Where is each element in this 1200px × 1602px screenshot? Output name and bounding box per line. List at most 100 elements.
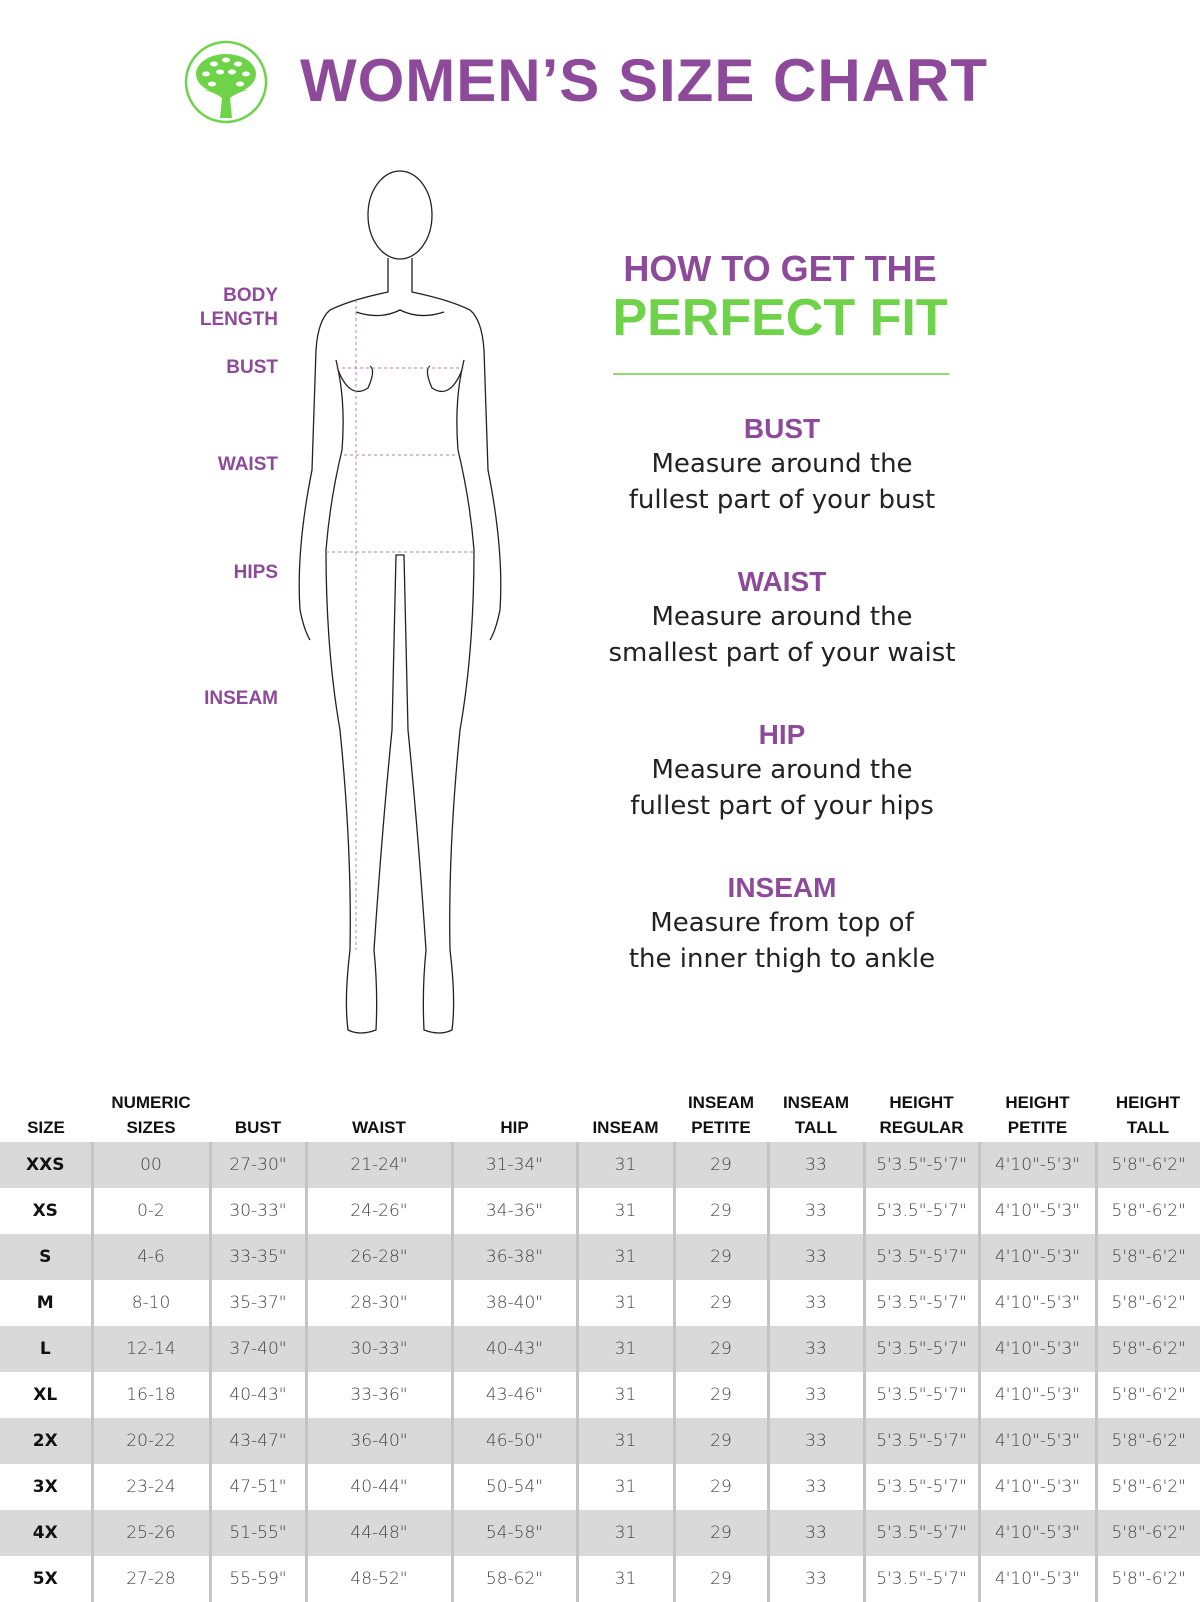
table-cell: 33 xyxy=(766,1510,864,1556)
header-text: PETITE xyxy=(691,1118,751,1137)
table-cell: 2X xyxy=(0,1418,92,1464)
label-bust: BUST xyxy=(226,357,278,378)
table-row: L 12-14 37-40" 30-33" 40-43" 31 29 33 5'3.5"-5'7… xyxy=(0,1326,1200,1372)
table-cell: 5'3.5"-5'7" xyxy=(862,1418,979,1464)
table-cell: 30-33" xyxy=(304,1326,452,1372)
table-cell: 4'10"-5'3" xyxy=(977,1418,1096,1464)
header-text: SIZES xyxy=(126,1118,176,1137)
header-text: REGULAR xyxy=(879,1118,964,1137)
table-cell: 31 xyxy=(575,1326,674,1372)
page-title: WOMEN’S SIZE CHART xyxy=(300,47,988,114)
table-cell: 29 xyxy=(672,1418,768,1464)
table-cell: 23-24 xyxy=(90,1464,210,1510)
table-cell: 34-36" xyxy=(450,1188,577,1234)
table-cell: 48-52" xyxy=(304,1556,452,1602)
table-cell: 30-33" xyxy=(208,1188,306,1234)
table-cell: 21-24" xyxy=(304,1142,452,1188)
table-row: XXS 00 27-30" 21-24" 31-34" 31 29 33 5'3.5"-5'7"… xyxy=(0,1142,1200,1188)
table-cell: XXS xyxy=(0,1142,92,1188)
table-cell: 5'8"-6'2" xyxy=(1094,1372,1200,1418)
tip-title: WAIST xyxy=(737,566,827,597)
header-text: HIP xyxy=(500,1118,529,1137)
table-cell: 5'8"-6'2" xyxy=(1094,1142,1200,1188)
perfect-fit-heading: PERFECT FIT xyxy=(612,289,948,347)
column-header: HEIGHT REGULAR xyxy=(864,1090,979,1142)
column-header: WAIST xyxy=(306,1090,452,1142)
table-cell: 5'3.5"-5'7" xyxy=(862,1188,979,1234)
header-text: HEIGHT xyxy=(1115,1093,1181,1112)
tip-title: HIP xyxy=(758,719,806,750)
tip-hip: HIP Measure around the fullest part of y… xyxy=(582,718,982,824)
table-cell: 33 xyxy=(766,1556,864,1602)
table-cell: 4'10"-5'3" xyxy=(977,1464,1096,1510)
table-cell: 4'10"-5'3" xyxy=(977,1142,1096,1188)
table-cell: 46-50" xyxy=(450,1418,577,1464)
tip-text: Measure around the xyxy=(651,602,913,632)
table-cell: 33 xyxy=(766,1142,864,1188)
table-cell: XL xyxy=(33,1385,58,1405)
column-header: INSEAM PETITE xyxy=(674,1090,768,1142)
table-cell: 31 xyxy=(575,1418,674,1464)
tip-text: fullest part of your bust xyxy=(628,485,936,515)
table-cell: 0-2 xyxy=(90,1188,210,1234)
header-text: INSEAM xyxy=(687,1093,755,1112)
table-cell: 20-22 xyxy=(90,1418,210,1464)
column-header: HEIGHT TALL xyxy=(1096,1090,1200,1142)
column-header: HEIGHT PETITE xyxy=(979,1090,1096,1142)
table-cell: 5'3.5"-5'7" xyxy=(862,1142,979,1188)
label-hips: HIPS xyxy=(233,562,278,583)
table-cell: 5'8"-6'2" xyxy=(1094,1326,1200,1372)
table-cell: 29 xyxy=(672,1372,768,1418)
table-cell: 31 xyxy=(575,1510,674,1556)
table-cell: 33 xyxy=(766,1326,864,1372)
tip-text: Measure around the xyxy=(651,449,913,479)
table-cell: 29 xyxy=(672,1556,768,1602)
table-cell: 25-26 xyxy=(90,1510,210,1556)
label-inseam: INSEAM xyxy=(204,688,278,709)
tip-title: BUST xyxy=(743,413,821,444)
table-cell: 8-10 xyxy=(90,1280,210,1326)
table-cell: 5'8"-6'2" xyxy=(1094,1510,1200,1556)
table-cell: 33 xyxy=(766,1280,864,1326)
table-cell: 31 xyxy=(575,1280,674,1326)
table-cell: 40-43" xyxy=(450,1326,577,1372)
table-cell: 29 xyxy=(672,1188,768,1234)
tip-bust: BUST Measure around the fullest part of … xyxy=(582,412,982,518)
table-cell: 35-37" xyxy=(208,1280,306,1326)
table-cell: 4-6 xyxy=(90,1234,210,1280)
table-cell: 5'8"-6'2" xyxy=(1094,1280,1200,1326)
header-text: INSEAM xyxy=(592,1118,659,1137)
table-row: 3X 23-24 47-51" 40-44" 50-54" 31 29 33 5'3.5"-5'… xyxy=(0,1464,1200,1510)
table-cell: 58-62" xyxy=(450,1556,577,1602)
table-row: 5X 27-28 55-59" 48-52" 58-62" 31 29 33 5'3.5"-5'… xyxy=(0,1556,1200,1602)
table-cell: M xyxy=(36,1293,54,1313)
table-cell: 31 xyxy=(575,1142,674,1188)
tip-text: Measure from top of xyxy=(650,908,914,938)
table-cell: 27-28 xyxy=(90,1556,210,1602)
table-row: M 8-10 35-37" 28-30" 38-40" 31 29 33 5'3.5"-5'7"… xyxy=(0,1280,1200,1326)
column-header: NUMERIC SIZES xyxy=(92,1090,210,1142)
table-cell: 36-40" xyxy=(304,1418,452,1464)
table-cell: 40-43" xyxy=(208,1372,306,1418)
label-body-length: BODY LENGTH xyxy=(188,284,278,332)
table-cell: 4X xyxy=(0,1510,92,1556)
table-cell: L xyxy=(0,1326,92,1372)
table-cell: 3X xyxy=(32,1477,58,1497)
table-cell: 29 xyxy=(672,1464,768,1510)
header-text: WAIST xyxy=(352,1118,406,1137)
table-cell: 31 xyxy=(575,1188,674,1234)
table-cell: 4'10"-5'3" xyxy=(977,1188,1096,1234)
tip-inseam: INSEAM Measure from top of the inner thi… xyxy=(582,871,982,977)
table-row: S 4-6 33-35" 26-28" 36-38" 31 29 33 5'3.5"-5'7" 4… xyxy=(0,1234,1200,1280)
header-text: BUST xyxy=(234,1118,282,1137)
table-cell: 33-35" xyxy=(208,1234,306,1280)
table-cell: 33 xyxy=(766,1464,864,1510)
table-cell: 33 xyxy=(766,1234,864,1280)
table-cell: 33 xyxy=(766,1418,864,1464)
column-header: HIP xyxy=(452,1090,577,1142)
table-cell: 29 xyxy=(672,1142,768,1188)
table-cell: 4'10"-5'3" xyxy=(977,1326,1096,1372)
table-cell: 55-59" xyxy=(208,1556,306,1602)
table-cell: 5'8"-6'2" xyxy=(1094,1188,1200,1234)
table-row: 4X 25-26 51-55" 44-48" 54-58" 31 29 33 5'3.5"-5'… xyxy=(0,1510,1200,1556)
